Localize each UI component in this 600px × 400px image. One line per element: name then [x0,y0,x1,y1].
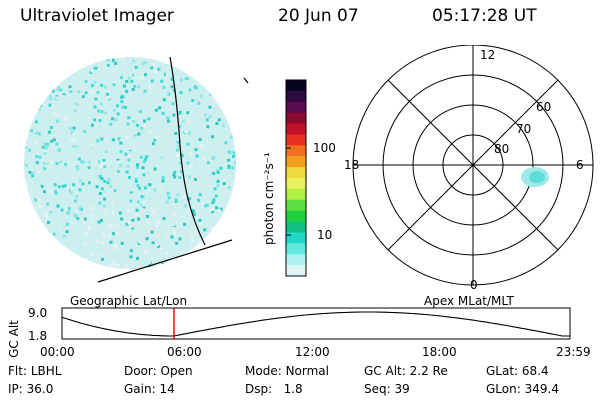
colorbar-stripe [286,188,306,201]
timeline-ytick-min: 1.8 [28,329,48,343]
time-label: 05:17:28 UT [432,6,537,26]
colorbar-stripe [286,90,306,103]
colorbar-stripe [286,101,306,114]
info-flt: Flt: LBHL [8,364,62,378]
colorbar-frame [285,79,307,277]
colorbar-stripe [286,243,306,255]
info-seq: Seq: 39 [364,382,410,396]
colorbar-stripe [286,80,306,92]
info-mode: Mode: Normal [245,364,329,378]
polar-diagonal-2 [387,79,559,251]
lat-label-70: 70 [516,122,531,136]
info-ip: IP: 36.0 [8,382,54,396]
geographic-panel-label: Geographic Lat/Lon [70,294,188,308]
colorbar-stripe [286,145,306,157]
aurora-speckle [24,57,236,269]
colorbar-stripe [286,265,306,277]
colorbar-stripe [286,210,306,223]
timeline-xtick-0600: 06:00 [167,345,202,359]
colorbar-stripe [286,112,306,125]
info-gain: Gain: 14 [124,382,175,396]
date-label: 20 Jun 07 [278,6,359,26]
timeline-xtick-0000: 00:00 [40,345,75,359]
colorbar-stripe [286,199,306,212]
altitude-timeline: GC Alt [7,307,571,358]
colorbar-stripe [286,167,306,179]
timeline-xtick-1200: 12:00 [295,345,330,359]
tick-mark [243,77,249,84]
timeline-ylabel: GC Alt [7,320,21,358]
horizon-line [97,239,233,283]
aurora-blob-core [529,171,545,183]
colorbar-stripe [286,178,306,190]
info-door: Door: Open [124,364,193,378]
polar-plot: 12 6 0 18 60 70 80 [344,45,594,292]
altitude-curve [61,311,570,337]
info-gc-alt: GC Alt: 2.2 Re [364,364,448,378]
timeline-frame [61,307,571,340]
info-glon: GLon: 349.4 [486,382,559,396]
timeline-xtick-1800: 18:00 [422,345,457,359]
terminator-line [169,56,206,246]
mlt-label-12: 12 [480,48,495,62]
timeline-xtick-2359: 23:59 [556,345,591,359]
apex-panel-label: Apex MLat/MLT [424,294,514,308]
colorbar-tick-label-10: 10 [317,228,333,242]
colorbar-unit-label: photon cm⁻²s⁻¹ [262,152,276,245]
colorbar-stripe [286,232,306,244]
colorbar-stripe [286,123,306,136]
colorbar-stripe [286,134,306,146]
info-glat: GLat: 68.4 [486,364,549,378]
colorbar-stripe [286,254,306,266]
mlt-label-6: 6 [576,158,584,172]
colorbar-stripe [286,156,306,168]
colorbar-stripe [286,221,306,234]
colorbar-stripes [286,80,306,277]
lat-label-60: 60 [536,100,551,114]
mlt-label-18: 18 [344,158,359,172]
colorbar [285,79,307,277]
timeline-ytick-max: 9.0 [28,306,48,320]
mlt-label-0: 0 [470,278,478,292]
geographic-image [24,56,249,283]
info-dsp: Dsp: 1.8 [245,382,303,396]
instrument-title: Ultraviolet Imager [20,6,174,26]
colorbar-tick-label-100: 100 [313,141,336,155]
lat-label-80: 80 [494,142,509,156]
